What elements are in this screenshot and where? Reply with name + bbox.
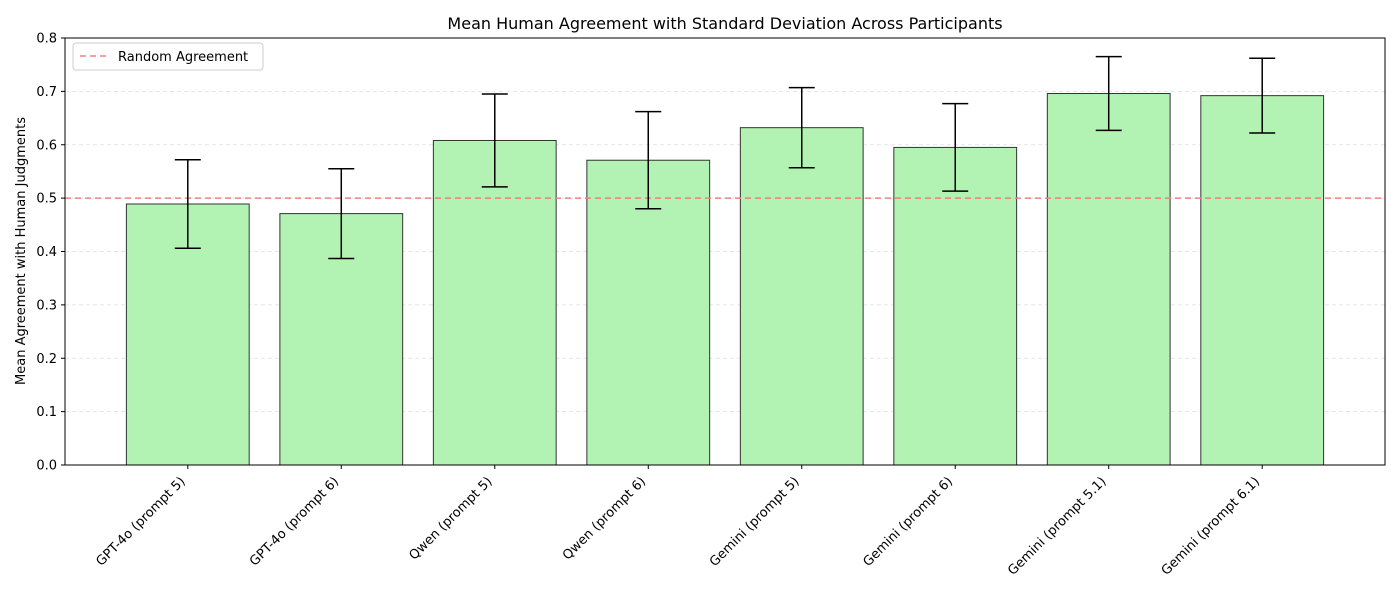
y-tick-label: 0.1 (36, 405, 57, 420)
chart-title: Mean Human Agreement with Standard Devia… (447, 14, 1002, 33)
error-bar-qwen-prompt-5 (481, 93, 508, 188)
bar-gemini-prompt-5-1 (1046, 93, 1171, 466)
y-tick-label: 0.2 (36, 352, 57, 367)
error-bar-gemini-prompt-6 (942, 102, 969, 192)
legend: Random Agreement (72, 42, 264, 71)
error-bar-gemini-prompt-5-1 (1095, 55, 1122, 132)
x-tick-label-qwen-prompt-5: Qwen (prompt 5) (406, 474, 495, 563)
y-ticks: 0.0 0.1 0.2 0.3 0.4 0.5 0.6 0.7 0.8 (36, 32, 65, 474)
y-tick-label: 0.7 (36, 85, 57, 100)
error-bar-gpt-4o-prompt-6 (328, 168, 355, 260)
error-bars (174, 55, 1276, 260)
y-axis-label: Mean Agreement with Human Judgments (14, 117, 29, 385)
bar-gemini-prompt-6-1 (1200, 95, 1325, 466)
grid (65, 37, 1385, 413)
y-tick-label: 0.5 (36, 192, 57, 207)
x-ticks: GPT-4o (prompt 5) GPT-4o (prompt 6) Qwen (… (93, 465, 1263, 579)
x-tick-label-gemini-prompt-6-1: Gemini (prompt 6.1) (1159, 474, 1263, 578)
x-tick-label-gemini-prompt-5-1: Gemini (prompt 5.1) (1005, 474, 1109, 578)
bars (125, 93, 1325, 466)
x-tick-label-gpt-4o-prompt-6: GPT-4o (prompt 6) (247, 474, 342, 569)
error-bar-qwen-prompt-6 (635, 110, 662, 210)
x-tick-label-gemini-prompt-6: Gemini (prompt 6) (860, 474, 956, 570)
x-tick-label-gpt-4o-prompt-5: GPT-4o (prompt 5) (93, 474, 188, 569)
x-tick-label-gemini-prompt-5: Gemini (prompt 5) (707, 474, 803, 570)
y-tick-label: 0.8 (36, 32, 57, 47)
x-tick-label-qwen-prompt-6: Qwen (prompt 6) (560, 474, 649, 563)
legend-label-random-agreement: Random Agreement (118, 50, 248, 65)
error-bar-gemini-prompt-6-1 (1249, 57, 1276, 134)
error-bar-gpt-4o-prompt-5 (174, 158, 201, 250)
y-tick-label: 0.0 (36, 459, 57, 474)
bar-gemini-prompt-5 (739, 127, 864, 466)
bar-qwen-prompt-6 (586, 159, 711, 466)
error-bar-gemini-prompt-5 (788, 86, 815, 169)
bar-qwen-prompt-5 (432, 139, 557, 466)
y-tick-label: 0.3 (36, 298, 57, 313)
legend-box (72, 42, 264, 71)
bar-gemini-prompt-6 (893, 146, 1018, 466)
y-tick-label: 0.6 (36, 138, 57, 153)
y-tick-label: 0.4 (36, 245, 57, 260)
